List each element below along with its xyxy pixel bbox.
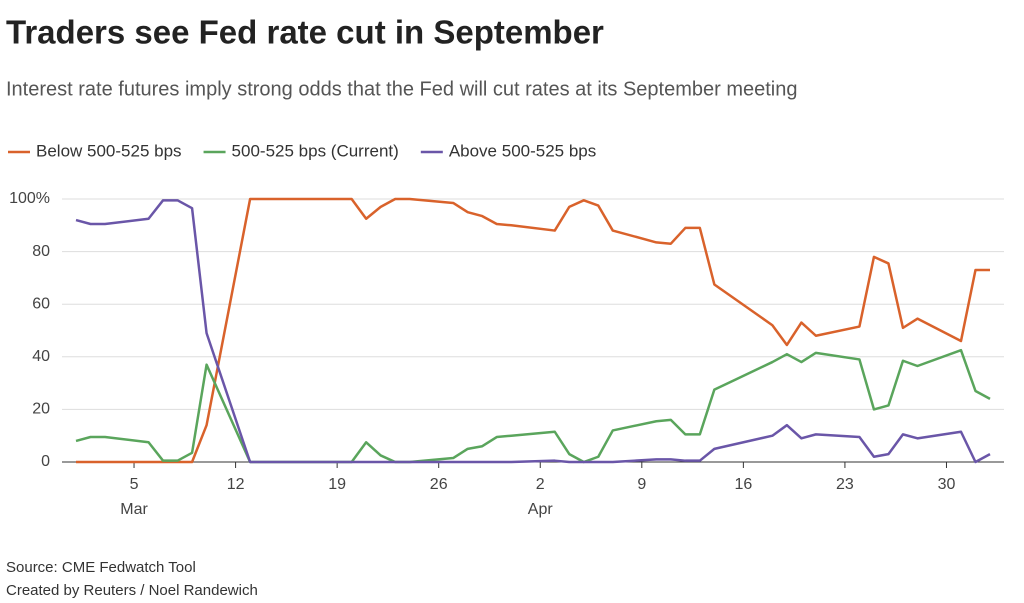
series-line [76, 197, 990, 464]
chart-subtitle: Interest rate futures imply strong odds … [6, 78, 797, 100]
legend-label: Below 500-525 bps [36, 141, 182, 160]
source: Source: CME Fedwatch Tool [6, 559, 196, 576]
series-line [75, 199, 991, 464]
y-tick-label: 40 [32, 348, 50, 365]
legend-label: Above 500-525 bps [449, 141, 596, 160]
x-tick-label: 26 [430, 476, 448, 493]
x-tick-label: 30 [938, 476, 956, 493]
series-line [75, 348, 991, 464]
chart-title: Traders see Fed rate cut in September [6, 14, 604, 51]
y-tick-label: 20 [32, 401, 50, 418]
legend-label: 500-525 bps (Current) [232, 141, 399, 160]
x-tick-label: 5 [130, 476, 139, 493]
x-tick-label: 16 [734, 476, 752, 493]
x-tick-label: 9 [637, 476, 646, 493]
y-tick-label: 0 [41, 453, 50, 470]
x-tick-label: 12 [227, 476, 245, 493]
x-tick-label: 23 [836, 476, 854, 493]
y-tick-label: 80 [32, 243, 50, 260]
x-tick-label: 19 [328, 476, 346, 493]
x-month-label: Apr [528, 501, 554, 518]
x-tick-label: 2 [536, 476, 545, 493]
y-tick-label: 100% [9, 190, 50, 207]
y-tick-label: 60 [32, 295, 50, 312]
x-month-label: Mar [120, 501, 148, 518]
credit: Created by Reuters / Noel Randewich [6, 582, 258, 599]
